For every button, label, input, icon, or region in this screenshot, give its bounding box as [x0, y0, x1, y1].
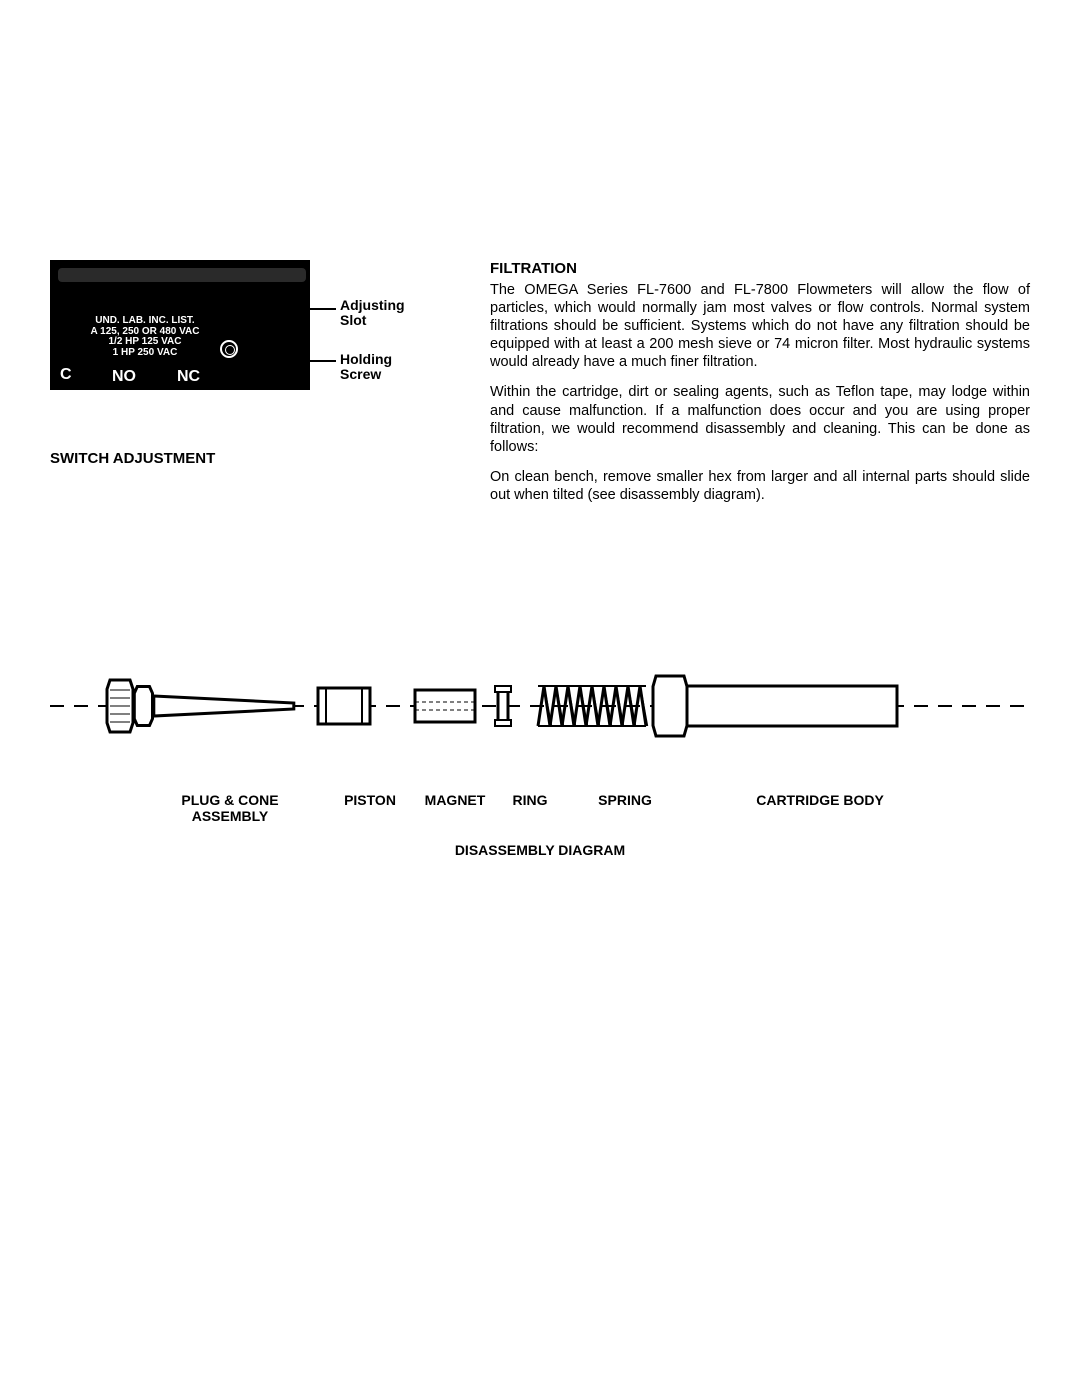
- right-column: FILTRATION The OMEGA Series FL-7600 and …: [490, 260, 1030, 516]
- plate-line: 1 HP 250 VAC: [80, 348, 210, 359]
- screw-head-icon: [220, 340, 238, 358]
- plate-line: UND. LAB. INC. LIST.: [80, 316, 210, 327]
- callout-adjusting-slot: Adjusting Slot: [340, 298, 420, 329]
- photo-texture: [58, 268, 306, 282]
- page-content: UND. LAB. INC. LIST. A 125, 250 OR 480 V…: [50, 260, 1030, 858]
- part-label-ring: RING: [500, 792, 560, 824]
- part-label-piston: PISTON: [330, 792, 410, 824]
- switch-photo: UND. LAB. INC. LIST. A 125, 250 OR 480 V…: [50, 260, 310, 390]
- rating-plate: UND. LAB. INC. LIST. A 125, 250 OR 480 V…: [80, 316, 210, 358]
- filtration-paragraph-2: Within the cartridge, dirt or sealing ag…: [490, 383, 1030, 456]
- part-label-magnet: MAGNET: [410, 792, 500, 824]
- photo-texture: [232, 292, 302, 382]
- disassembly-diagram: PLUG & CONE ASSEMBLY PISTONMAGNETRING SPRI…: [50, 626, 1030, 858]
- plate-line: 1/2 HP 125 VAC: [80, 337, 210, 348]
- terminal-no-label: NO: [112, 368, 136, 386]
- switch-adjustment-figure: UND. LAB. INC. LIST. A 125, 250 OR 480 V…: [50, 260, 430, 410]
- section-title-switch-adjustment: SWITCH ADJUSTMENT: [50, 450, 430, 467]
- terminal-c-label: C: [60, 366, 72, 384]
- terminal-nc-label: NC: [177, 368, 200, 386]
- callout-holding-screw: Holding Screw: [340, 352, 420, 383]
- leader-line: [270, 360, 336, 362]
- heading-filtration: FILTRATION: [490, 260, 1030, 279]
- diagram-labels-row: PLUG & CONE ASSEMBLY PISTONMAGNETRING SPRI…: [50, 792, 1030, 824]
- leader-line: [260, 308, 336, 310]
- filtration-paragraph-1: The OMEGA Series FL-7600 and FL-7800 Flo…: [490, 281, 1030, 372]
- part-label-spring: SPRING: [570, 792, 680, 824]
- disassembly-svg: [50, 626, 1030, 786]
- top-row: UND. LAB. INC. LIST. A 125, 250 OR 480 V…: [50, 260, 1030, 516]
- diagram-title: DISASSEMBLY DIAGRAM: [50, 842, 1030, 858]
- left-column: UND. LAB. INC. LIST. A 125, 250 OR 480 V…: [50, 260, 430, 467]
- part-label-plug-cone: PLUG & CONE ASSEMBLY: [150, 792, 310, 824]
- part-label-cartridge: CARTRIDGE BODY: [740, 792, 900, 824]
- filtration-paragraph-3: On clean bench, remove smaller hex from …: [490, 468, 1030, 504]
